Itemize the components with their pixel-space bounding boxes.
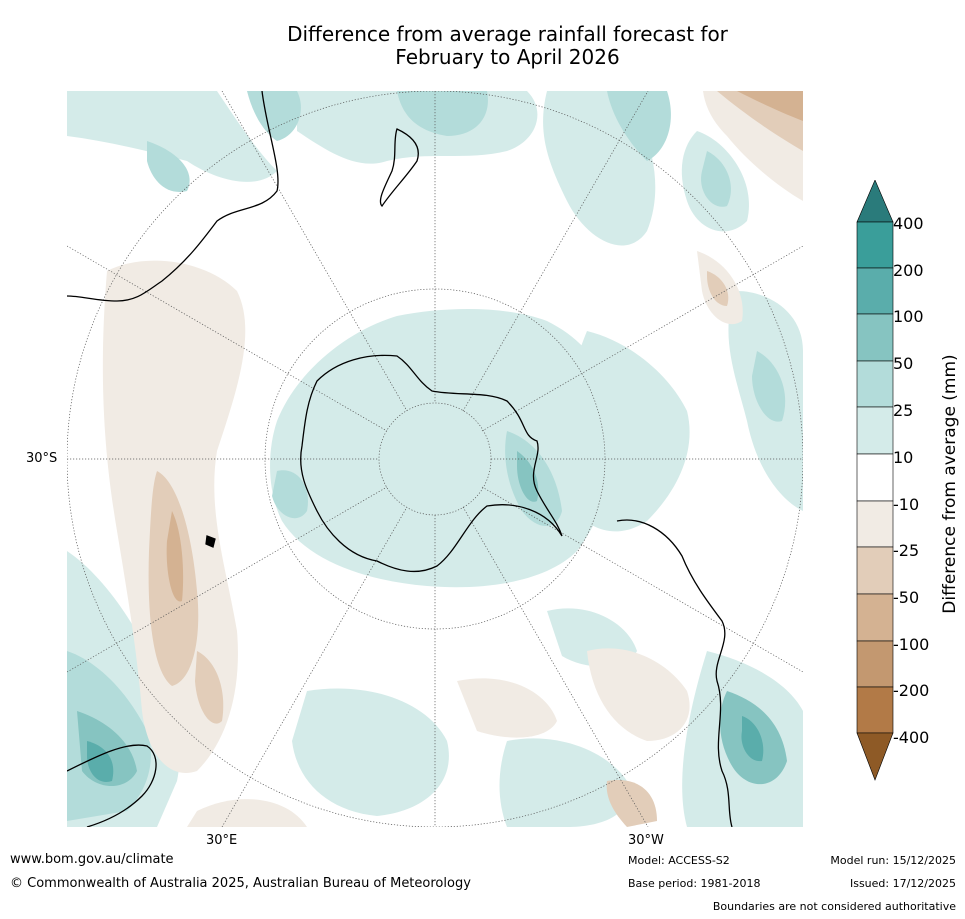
wet-anomaly-regions <box>67 91 803 827</box>
colorbar-tick: -400 <box>893 728 930 747</box>
colorbar-band-200 <box>856 267 894 315</box>
colorbar-tick: 400 <box>893 214 924 233</box>
colorbar-max-arrow <box>856 180 894 223</box>
colorbar-tick: -25 <box>893 541 920 560</box>
colorbar-band-minus50 <box>856 593 894 642</box>
footer-base-period: Base period: 1981-2018 <box>628 877 761 890</box>
colorbar-band-minus100 <box>856 640 894 688</box>
latitude-label-left: 30°S <box>26 451 58 466</box>
footer-url[interactable]: www.bom.gov.au/climate <box>10 852 174 867</box>
colorbar-tick: -10 <box>893 495 920 514</box>
colorbar-band-10 <box>856 453 894 502</box>
footer-issued: Issued: 17/12/2025 <box>849 877 956 890</box>
south-america-coastline <box>616 519 733 827</box>
colorbar <box>856 180 894 781</box>
colorbar-tick: -50 <box>893 588 920 607</box>
colorbar-tick: 100 <box>893 307 924 326</box>
colorbar-tick: 25 <box>893 401 914 420</box>
colorbar-min-arrow <box>856 732 894 781</box>
new-zealand-coastline <box>379 128 419 208</box>
colorbar-band-minus25 <box>856 546 894 595</box>
madagascar-coastline <box>205 535 216 548</box>
colorbar-tick: 10 <box>893 448 914 467</box>
longitude-label-30e: 30°E <box>206 833 238 848</box>
africa-coastline <box>67 744 157 827</box>
chart-title-line2: February to April 2026 <box>395 45 620 69</box>
australia-coastline <box>67 91 279 302</box>
rainfall-difference-map <box>67 91 803 827</box>
footer-disclaimer: Boundaries are not considered authoritat… <box>712 900 956 913</box>
colorbar-band-100 <box>856 313 894 362</box>
footer-copyright: © Commonwealth of Australia 2025, Austra… <box>10 876 471 891</box>
colorbar-band-400 <box>856 221 894 269</box>
dry-anomaly-regions <box>102 91 803 827</box>
coastlines <box>67 91 733 827</box>
chart-title-line1: Difference from average rainfall forecas… <box>287 22 728 46</box>
colorbar-band-50 <box>856 360 894 408</box>
colorbar-axis-label: Difference from average (mm) <box>940 354 960 614</box>
longitude-label-30w: 30°W <box>628 833 664 848</box>
colorbar-tick: -200 <box>893 681 930 700</box>
antarctica-coastline <box>300 354 563 573</box>
footer-model-run: Model run: 15/12/2025 <box>830 854 956 867</box>
colorbar-tick: 50 <box>893 354 914 373</box>
colorbar-tick: -100 <box>893 635 930 654</box>
colorbar-tick: 200 <box>893 261 924 280</box>
footer-model: Model: ACCESS-S2 <box>628 854 730 867</box>
colorbar-band-minus200 <box>856 686 894 734</box>
colorbar-band-minus10 <box>856 500 894 548</box>
colorbar-band-25 <box>856 406 894 455</box>
